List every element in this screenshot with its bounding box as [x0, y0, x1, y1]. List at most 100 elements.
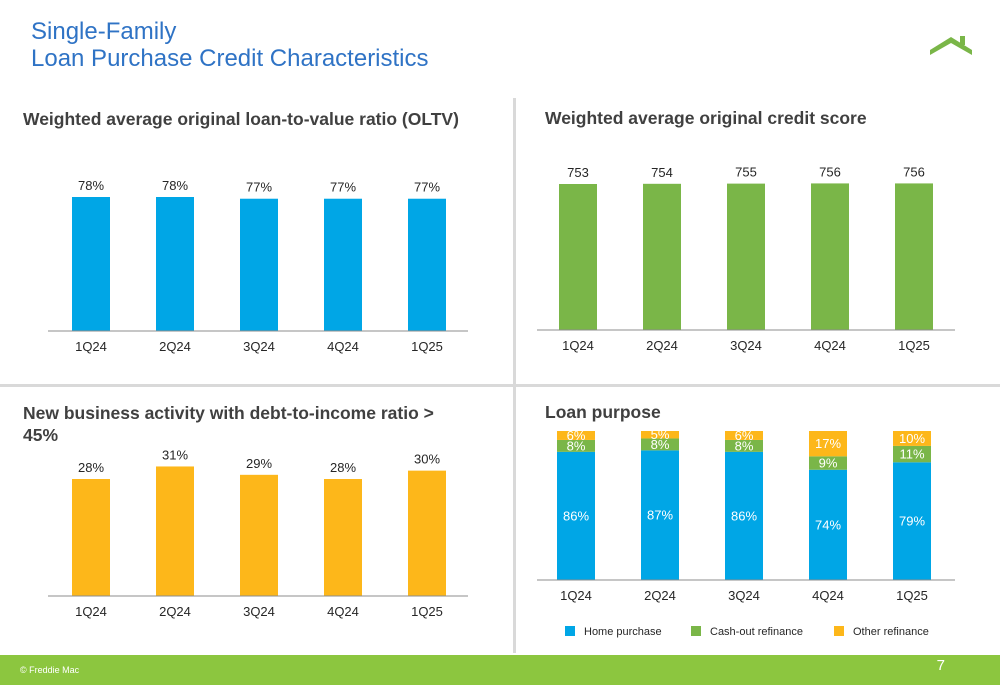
purpose-data-label-other-refinance: 6%: [567, 428, 586, 443]
purpose-bar-home-purchase: [809, 469, 847, 580]
purpose-data-label-home-purchase: 86%: [731, 508, 757, 523]
dti-tick-label: 4Q24: [327, 604, 359, 619]
credit-tick-label: 4Q24: [814, 338, 846, 353]
purpose-data-label-home-purchase: 86%: [563, 508, 589, 523]
purpose-bar-other-refinance: [557, 431, 595, 440]
purpose-bar-home-purchase: [893, 462, 931, 580]
dti-data-label: 28%: [330, 460, 356, 475]
oltv-data-label: 78%: [78, 178, 104, 193]
purpose-bar-other-refinance: [641, 431, 679, 439]
purpose-data-label-cash-out-refinance: 11%: [899, 447, 924, 462]
dti-bar: [156, 466, 194, 596]
purpose-bar-other-refinance: [893, 431, 931, 446]
credit-data-label: 756: [903, 164, 925, 179]
purpose-data-label-home-purchase: 79%: [899, 514, 925, 529]
credit-data-label: 756: [819, 164, 841, 179]
purpose-data-label-cash-out-refinance: 8%: [651, 437, 670, 452]
purpose-data-label-other-refinance: 17%: [815, 436, 841, 451]
purpose-data-label-cash-out-refinance: 8%: [735, 438, 754, 453]
dti-chart-title: New business activity with debt-to-incom…: [23, 403, 434, 445]
credit-bar: [559, 184, 597, 330]
purpose-data-label-home-purchase: 87%: [647, 508, 673, 523]
legend-label: Other refinance: [853, 626, 929, 638]
oltv-bar: [324, 198, 362, 331]
purpose-bar-cash-out-refinance: [557, 439, 595, 452]
credit-bar: [895, 183, 933, 330]
page-title-line-2: Loan Purchase Credit Characteristics: [31, 45, 429, 72]
oltv-bar: [240, 198, 278, 331]
dti-data-label: 28%: [78, 460, 104, 475]
credit-bar: [727, 183, 765, 330]
purpose-bar-cash-out-refinance: [893, 445, 931, 463]
dti-data-label: 30%: [414, 452, 440, 467]
purpose-bar-cash-out-refinance: [641, 438, 679, 451]
purpose-data-label-cash-out-refinance: 8%: [567, 438, 586, 453]
dti-tick-label: 3Q24: [243, 604, 275, 619]
dti-bar: [72, 479, 110, 596]
dti-tick-label: 1Q24: [75, 604, 107, 619]
legend-swatch: [834, 626, 844, 636]
legend-swatch: [691, 626, 701, 636]
dti-bar: [324, 479, 362, 596]
credit-data-label: 753: [567, 165, 589, 180]
purpose-bar-home-purchase: [557, 451, 595, 580]
purpose-bar-other-refinance: [809, 431, 847, 457]
dti-tick-label: 1Q25: [411, 604, 443, 619]
purpose-bar-cash-out-refinance: [725, 439, 763, 452]
legend-label: Cash-out refinance: [710, 626, 803, 638]
footer-copyright: © Freddie Mac: [20, 665, 80, 675]
page-title: Single-Family Loan Purchase Credit Chara…: [31, 18, 429, 72]
credit-score-chart-title: Weighted average original credit score: [545, 108, 867, 128]
vertical-divider: [513, 98, 516, 653]
credit-tick-label: 2Q24: [646, 338, 678, 353]
loan-purpose-chart-title: Loan purpose: [545, 402, 661, 422]
purpose-data-label-cash-out-refinance: 9%: [819, 456, 838, 471]
credit-tick-label: 3Q24: [730, 338, 762, 353]
oltv-tick-label: 2Q24: [159, 339, 191, 354]
oltv-data-label: 78%: [162, 178, 188, 193]
credit-bar: [643, 183, 681, 330]
oltv-tick-label: 1Q24: [75, 339, 107, 354]
purpose-tick-label: 1Q24: [560, 588, 592, 603]
purpose-tick-label: 3Q24: [728, 588, 760, 603]
oltv-bar: [408, 198, 446, 331]
purpose-data-label-home-purchase: 74%: [815, 517, 841, 532]
oltv-data-label: 77%: [246, 180, 272, 195]
oltv-tick-label: 3Q24: [243, 339, 275, 354]
legend-swatch: [565, 626, 575, 636]
dti-tick-label: 2Q24: [159, 604, 191, 619]
purpose-bar-home-purchase: [641, 450, 679, 580]
dti-bar: [240, 474, 278, 596]
oltv-tick-label: 1Q25: [411, 339, 443, 354]
house-roof-icon: [930, 36, 972, 55]
credit-bar: [811, 183, 849, 330]
purpose-tick-label: 2Q24: [644, 588, 676, 603]
oltv-bar: [156, 197, 194, 331]
legend-label: Home purchase: [584, 626, 662, 638]
footer-bar: © Freddie Mac 7: [0, 655, 1000, 685]
page-number: 7: [936, 657, 945, 674]
credit-data-label: 754: [651, 165, 673, 180]
dti-data-label: 31%: [162, 447, 188, 462]
dti-data-label: 29%: [246, 456, 272, 471]
dti-bar: [408, 470, 446, 596]
purpose-tick-label: 4Q24: [812, 588, 844, 603]
credit-data-label: 755: [735, 165, 757, 180]
purpose-bar-home-purchase: [725, 451, 763, 580]
purpose-bar-other-refinance: [725, 431, 763, 440]
purpose-data-label-other-refinance: 6%: [735, 428, 754, 443]
purpose-data-label-other-refinance: 10%: [899, 431, 925, 446]
purpose-bar-cash-out-refinance: [809, 456, 847, 470]
page-title-line-1: Single-Family: [31, 18, 177, 45]
credit-tick-label: 1Q25: [898, 338, 930, 353]
oltv-chart-title: Weighted average original loan-to-value …: [23, 109, 459, 129]
oltv-data-label: 77%: [414, 180, 440, 195]
oltv-data-label: 77%: [330, 180, 356, 195]
oltv-bar: [72, 197, 110, 331]
horizontal-divider: [0, 384, 1000, 387]
purpose-tick-label: 1Q25: [896, 588, 928, 603]
oltv-tick-label: 4Q24: [327, 339, 359, 354]
credit-tick-label: 1Q24: [562, 338, 594, 353]
purpose-data-label-other-refinance: 5%: [651, 427, 670, 442]
